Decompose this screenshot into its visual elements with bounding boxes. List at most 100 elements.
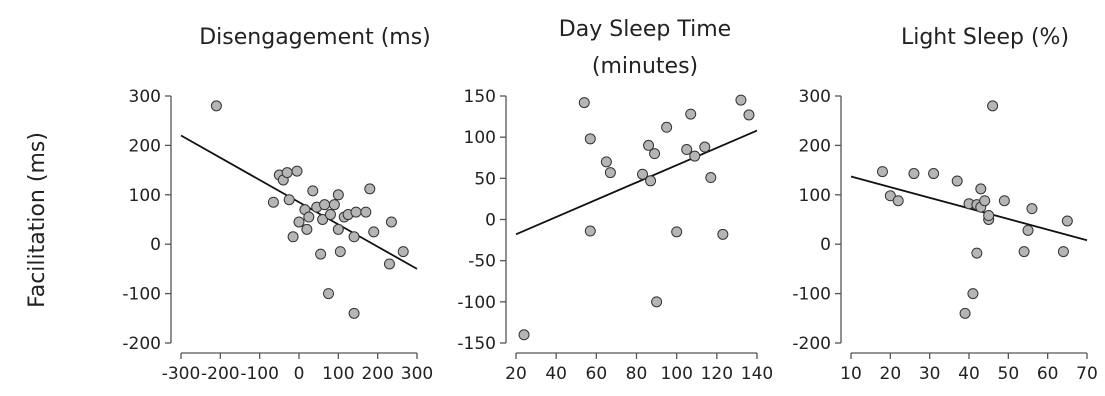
data-point	[979, 195, 991, 207]
data-point	[323, 288, 334, 300]
x-tick-label: 40	[958, 364, 980, 384]
x-tick-label: 20	[880, 364, 902, 384]
x-tick-label: 40	[545, 364, 567, 384]
data-point	[360, 206, 372, 218]
panel-title: Disengagement (ms)	[199, 25, 431, 50]
data-point	[283, 194, 295, 206]
data-point	[364, 183, 376, 195]
y-tick-label: 300	[799, 87, 831, 107]
data-point	[908, 168, 920, 180]
data-point	[368, 226, 380, 238]
y-tick-label: 0	[485, 211, 496, 231]
data-point	[315, 248, 327, 260]
data-point	[1026, 203, 1038, 215]
y-tick-label: 200	[799, 136, 831, 156]
x-tick-label: 70	[1076, 364, 1098, 384]
x-tick-label: -200	[201, 364, 240, 384]
data-point	[1018, 246, 1030, 258]
data-point	[983, 210, 995, 222]
data-point	[689, 150, 701, 162]
data-point	[884, 190, 896, 202]
data-point	[637, 168, 649, 180]
data-point	[319, 199, 331, 211]
data-point	[578, 97, 590, 109]
y-tick-label: 100	[799, 186, 831, 206]
data-point	[1022, 224, 1034, 236]
data-point	[287, 231, 299, 243]
data-point	[705, 172, 717, 184]
x-tick-label: 300	[401, 364, 433, 384]
y-tick-label: 0	[150, 235, 161, 255]
x-tick-label: 200	[361, 364, 393, 384]
data-point	[967, 288, 979, 300]
data-point	[928, 168, 940, 180]
data-point	[681, 144, 693, 156]
data-point	[643, 139, 655, 151]
data-point	[892, 195, 904, 207]
data-point	[303, 211, 315, 223]
trend-line	[180, 134, 418, 270]
data-point	[307, 185, 319, 197]
data-point	[385, 216, 397, 228]
y-tick-label: -100	[457, 293, 496, 313]
x-tick-label: 20	[505, 364, 527, 384]
panel-title: Day Sleep Time	[559, 17, 731, 42]
data-point	[604, 167, 616, 179]
scatter-panel-3: Light Sleep (%) -200 -100 0 100 200 300 10 20 30 4…	[792, 25, 1097, 384]
y-tick-label: 300	[129, 87, 161, 107]
data-point	[332, 223, 344, 235]
data-point	[649, 148, 661, 160]
data-point	[661, 121, 673, 133]
data-point	[383, 258, 395, 270]
data-point	[317, 214, 329, 225]
y-tick-label: -100	[792, 285, 831, 305]
data-point	[671, 226, 683, 238]
data-point	[1057, 246, 1069, 258]
data-point	[267, 196, 279, 208]
data-point	[971, 247, 983, 259]
data-point	[600, 156, 612, 168]
x-tick-label: -100	[240, 364, 279, 384]
data-point	[324, 209, 336, 221]
y-tick-label: 100	[464, 128, 496, 148]
x-tick-label: 120	[701, 364, 733, 384]
x-tick-label: 50	[998, 364, 1020, 384]
x-tick-label: 0	[294, 364, 305, 384]
scatter-panel-2: Day Sleep Time (minutes) -150 -100 -50 0 50 100…	[457, 17, 773, 384]
data-point	[1061, 215, 1073, 227]
data-point	[328, 199, 340, 211]
x-tick-label: 140	[741, 364, 773, 384]
data-point	[301, 223, 313, 235]
panel-title: (minutes)	[592, 54, 698, 79]
data-point	[645, 175, 657, 187]
y-tick-label: -50	[468, 252, 496, 272]
trend-line	[515, 129, 758, 236]
data-point	[975, 183, 987, 195]
data-point	[518, 329, 530, 341]
x-tick-label: 60	[586, 364, 608, 384]
y-tick-label: -150	[457, 334, 496, 354]
data-point	[584, 133, 596, 145]
x-tick-label: 100	[322, 364, 354, 384]
x-tick-label: 30	[919, 364, 941, 384]
data-point	[735, 94, 747, 106]
y-tick-label: 100	[129, 186, 161, 206]
data-point	[699, 141, 711, 153]
data-point	[584, 225, 596, 237]
data-point	[743, 109, 755, 121]
scatter-panel-1: Disengagement (ms) -200-100 0 100 200 300 -300…	[122, 25, 433, 384]
data-point	[348, 231, 360, 243]
data-point	[951, 175, 963, 187]
data-point	[332, 189, 344, 201]
data-point	[397, 246, 409, 258]
y-axis-label: Facilitation (ms)	[25, 132, 50, 308]
x-tick-label: -300	[162, 364, 201, 384]
y-tick-label: 0	[820, 235, 831, 255]
x-tick-label: 60	[1037, 364, 1059, 384]
y-tick-label: 200	[129, 136, 161, 156]
x-tick-label: 10	[840, 364, 862, 384]
data-point	[281, 167, 293, 179]
data-point	[651, 296, 663, 308]
data-point	[959, 307, 971, 319]
